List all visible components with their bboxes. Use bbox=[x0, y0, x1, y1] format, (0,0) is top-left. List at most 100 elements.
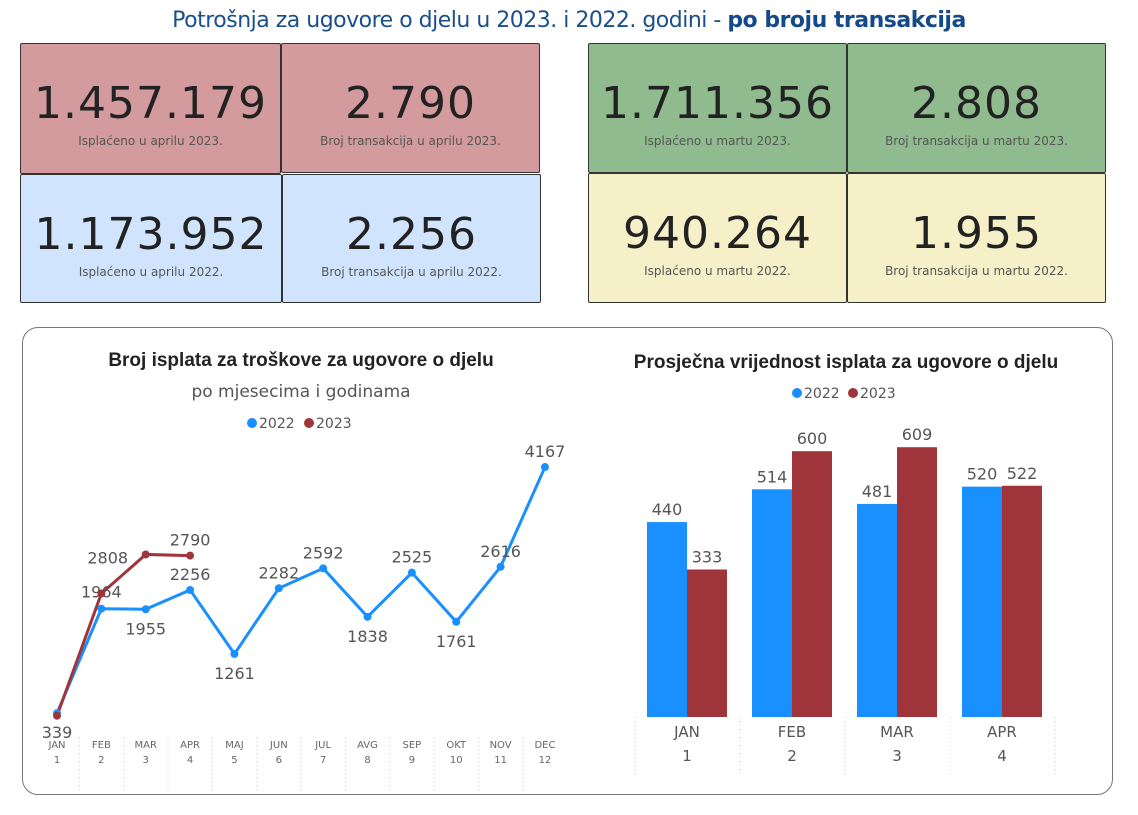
x-tick-number: 3 bbox=[143, 755, 149, 766]
legend-2023[interactable]: 2023 bbox=[316, 416, 352, 432]
x-tick-label: AVG bbox=[357, 740, 378, 751]
title-text: Potrošnja za ugovore o djelu u 2023. i 2… bbox=[172, 8, 728, 33]
bar-2023-APR bbox=[1002, 485, 1042, 717]
data-point-2023 bbox=[97, 589, 106, 598]
title-bold-text: po broju transakcija bbox=[727, 8, 966, 33]
data-point-2022 bbox=[141, 605, 150, 614]
bar-data-label: 333 bbox=[692, 547, 723, 566]
data-label: 1261 bbox=[214, 664, 255, 683]
bar-2022-MAR bbox=[857, 503, 897, 717]
kpi-label: Isplaćeno u aprilu 2022. bbox=[78, 265, 224, 279]
data-label: 2808 bbox=[87, 548, 128, 567]
kpi-value: 940.264 bbox=[623, 208, 812, 259]
kpi-value: 1.711.356 bbox=[601, 78, 834, 129]
x-tick-label: NOV bbox=[490, 740, 512, 751]
kpi-label: Isplaćeno u aprilu 2023. bbox=[78, 134, 223, 148]
x-tick-number: 2 bbox=[98, 755, 104, 766]
legend-dot-2022 bbox=[247, 418, 257, 428]
data-point-2022 bbox=[186, 585, 195, 594]
x-tick-number: 1 bbox=[54, 755, 60, 766]
x-tick-label: SEP bbox=[403, 740, 422, 751]
kpi-card-paid-mar-2023: 1.711.356 Isplaćeno u martu 2023. bbox=[588, 43, 847, 173]
x-tick-label: APR bbox=[180, 740, 200, 751]
series-line-2023 bbox=[55, 552, 191, 717]
data-point-2023 bbox=[53, 711, 61, 720]
x-tick-number: 7 bbox=[320, 755, 326, 766]
x-tick-number: 1 bbox=[682, 747, 692, 765]
data-label: 2790 bbox=[170, 531, 211, 550]
bar-data-label: 522 bbox=[1007, 464, 1038, 483]
x-tick-number: 8 bbox=[364, 755, 370, 766]
data-point-2023 bbox=[186, 551, 195, 560]
kpi-value: 1.457.179 bbox=[34, 78, 267, 129]
x-tick-label: JUN bbox=[269, 740, 288, 751]
data-label: 1761 bbox=[436, 632, 477, 651]
data-point-2022 bbox=[496, 562, 505, 571]
kpi-card-paid-mar-2022: 940.264 Isplaćeno u martu 2022. bbox=[588, 173, 847, 303]
kpi-label: Isplaćeno u martu 2023. bbox=[644, 134, 791, 148]
bar-2023-FEB bbox=[792, 451, 832, 717]
x-tick-number: 11 bbox=[494, 755, 507, 766]
bar-data-label: 514 bbox=[757, 467, 788, 486]
x-tick-number: 3 bbox=[892, 747, 902, 765]
kpi-value: 2.790 bbox=[345, 78, 476, 129]
x-tick-label: JUL bbox=[314, 740, 331, 751]
x-tick-label: MAR bbox=[880, 723, 914, 741]
kpi-label: Broj transakcija u martu 2022. bbox=[885, 264, 1068, 278]
x-tick-label: FEB bbox=[92, 740, 111, 751]
legend-2023[interactable]: 2023 bbox=[860, 386, 896, 402]
page-title: Potrošnja za ugovore o djelu u 2023. i 2… bbox=[0, 8, 1138, 33]
kpi-value: 2.256 bbox=[346, 209, 477, 260]
legend-2022[interactable]: 2022 bbox=[259, 416, 295, 432]
data-point-2022 bbox=[363, 612, 372, 621]
data-point-2022 bbox=[319, 564, 328, 573]
bar-data-label: 609 bbox=[902, 425, 933, 444]
x-tick-label: MAR bbox=[135, 740, 157, 751]
kpi-label: Broj transakcija u martu 2023. bbox=[885, 134, 1068, 148]
x-tick-label: APR bbox=[987, 723, 1017, 741]
data-label: 339 bbox=[42, 723, 73, 742]
x-tick-label: MAJ bbox=[225, 740, 243, 751]
legend-2022[interactable]: 2022 bbox=[804, 386, 840, 402]
kpi-card-tx-mar-2022: 1.955 Broj transakcija u martu 2022. bbox=[847, 173, 1106, 303]
x-tick-number: 4 bbox=[997, 747, 1007, 765]
kpi-value: 1.955 bbox=[911, 208, 1042, 259]
kpi-card-tx-apr-2023: 2.790 Broj transakcija u aprilu 2023. bbox=[281, 43, 540, 173]
data-label: 2616 bbox=[480, 542, 521, 561]
line-chart-title: Broj isplata za troškove za ugovore o dj… bbox=[108, 350, 493, 371]
x-tick-label: OKT bbox=[446, 740, 467, 751]
line-chart-subtitle: po mjesecima i godinama bbox=[191, 382, 410, 402]
data-label: 2282 bbox=[258, 563, 299, 582]
bar-chart-title: Prosječna vrijednost isplata za ugovore … bbox=[634, 352, 1058, 373]
x-tick-label: JAN bbox=[47, 740, 65, 751]
data-point-2022 bbox=[274, 584, 283, 593]
kpi-label: Broj transakcija u aprilu 2022. bbox=[321, 265, 502, 279]
legend-dot-2023 bbox=[304, 418, 314, 428]
data-label: 4167 bbox=[525, 442, 566, 461]
x-tick-number: 2 bbox=[787, 747, 797, 765]
bar-2022-JAN bbox=[647, 522, 687, 717]
x-tick-number: 5 bbox=[231, 755, 237, 766]
x-tick-number: 10 bbox=[450, 755, 463, 766]
kpi-value: 2.808 bbox=[911, 78, 1042, 129]
bar-data-label: 440 bbox=[652, 500, 683, 519]
kpi-card-paid-apr-2022: 1.173.952 Isplaćeno u aprilu 2022. bbox=[20, 174, 282, 303]
x-tick-number: 12 bbox=[539, 755, 552, 766]
data-point-2023 bbox=[141, 550, 150, 559]
legend-dot-2022 bbox=[792, 388, 802, 398]
x-tick-number: 9 bbox=[409, 755, 415, 766]
kpi-card-tx-mar-2023: 2.808 Broj transakcija u martu 2023. bbox=[847, 43, 1106, 173]
data-label: 2592 bbox=[303, 543, 344, 562]
legend-dot-2023 bbox=[848, 388, 858, 398]
kpi-label: Isplaćeno u martu 2022. bbox=[644, 264, 791, 278]
data-label: 2256 bbox=[170, 565, 211, 584]
series-line-2022 bbox=[55, 466, 547, 714]
charts-panel bbox=[22, 327, 1113, 795]
bar-data-label: 600 bbox=[797, 429, 828, 448]
x-tick-label: FEB bbox=[778, 723, 806, 741]
data-label: 1838 bbox=[347, 627, 388, 646]
x-tick-label: JAN bbox=[673, 723, 700, 741]
bar-2022-FEB bbox=[752, 489, 792, 717]
data-point-2022 bbox=[407, 568, 416, 577]
